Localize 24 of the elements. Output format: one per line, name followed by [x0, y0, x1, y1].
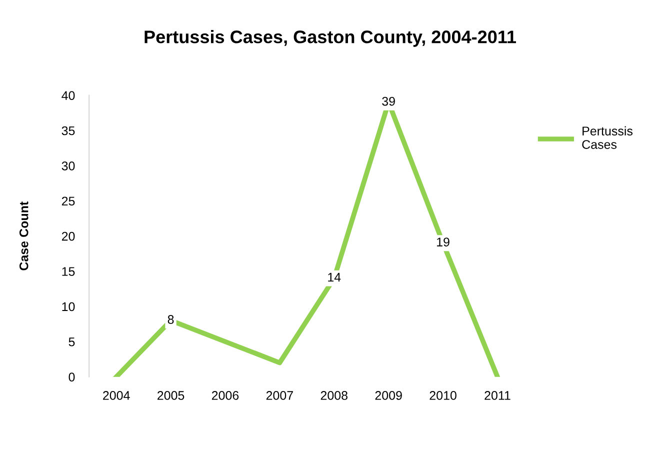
y-tick-label: 0 [68, 372, 75, 382]
y-tick-label: 15 [62, 267, 75, 276]
x-tick-label: 2008 [320, 391, 348, 400]
y-tick-label: 5 [68, 338, 75, 346]
x-tick-label: 2010 [430, 391, 456, 400]
y-tick-label: 40 [62, 91, 75, 100]
x-tick-label: 2011 [484, 391, 510, 400]
x-tick-label: 2006 [212, 391, 239, 400]
y-tick-label: 30 [62, 162, 75, 170]
y-tick-label: 25 [62, 196, 75, 206]
data-label: 8 [168, 315, 174, 324]
x-tick-label: 2009 [375, 391, 402, 400]
x-tick-label: 2004 [103, 391, 130, 400]
y-axis-title: Case Count [19, 202, 28, 270]
data-label: 19 [437, 238, 450, 246]
x-tick-label: 2005 [158, 391, 184, 400]
y-tick-label: 20 [62, 232, 75, 241]
legend-label: Pertussis Cases [582, 126, 633, 149]
y-tick-label: 35 [62, 126, 75, 136]
chart-title: Pertussis Cases, Gaston County, 2004-2011 [144, 30, 516, 47]
y-tick-label: 10 [62, 302, 75, 312]
data-label: 39 [382, 96, 395, 106]
x-tick-label: 2007 [266, 391, 293, 400]
data-label: 14 [328, 272, 341, 282]
